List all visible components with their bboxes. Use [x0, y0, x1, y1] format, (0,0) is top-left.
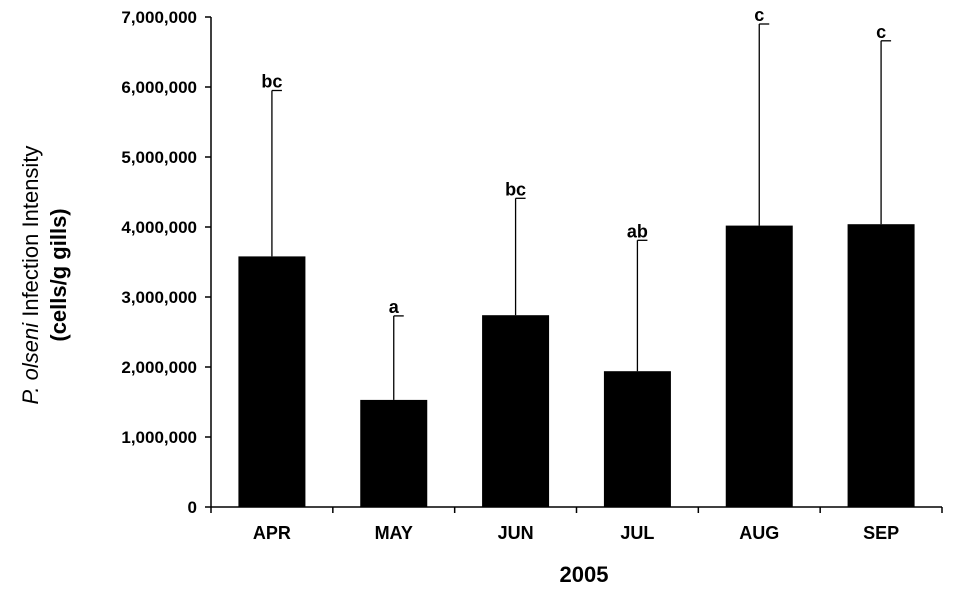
x-tick-label: MAY [375, 523, 413, 543]
y-tick-label: 4,000,000 [121, 218, 197, 237]
bar [603, 371, 671, 507]
significance-label: a [389, 297, 400, 317]
x-tick-label: AUG [739, 523, 779, 543]
x-tick-label: JUL [620, 523, 654, 543]
significance-label: c [754, 5, 764, 25]
y-axis-title-measure: Infection Intensity [18, 146, 43, 323]
x-tick-label: SEP [863, 523, 899, 543]
y-tick-label: 6,000,000 [121, 78, 197, 97]
bar [847, 224, 915, 507]
significance-label: bc [505, 179, 526, 199]
plot-area: 0 1,000,000 2,000,000 3,000,000 4,000,000 5,0… [121, 5, 943, 543]
bar [482, 315, 550, 507]
bar [725, 225, 793, 507]
y-tick-label: 2,000,000 [121, 358, 197, 377]
y-tick-label: 5,000,000 [121, 148, 197, 167]
x-tick-label: JUN [498, 523, 534, 543]
svg-text:P. olseni Infection Intensity: P. olseni Infection Intensity [18, 146, 43, 405]
y-axis-title: P. olseni Infection Intensity (cells/g g… [18, 146, 71, 405]
x-tick-label: APR [253, 523, 291, 543]
y-axis-title-species: P. olseni [18, 322, 43, 405]
y-tick-label: 3,000,000 [121, 288, 197, 307]
significance-label: c [876, 22, 886, 42]
y-tick-label: 7,000,000 [121, 8, 197, 27]
y-tick-label: 0 [188, 498, 197, 517]
x-axis-title: 2005 [560, 562, 609, 587]
y-tick-label: 1,000,000 [121, 428, 197, 447]
bar [360, 399, 428, 507]
y-axis-title-unit: (cells/g gills) [46, 208, 71, 341]
significance-label: bc [261, 72, 282, 92]
significance-label: ab [627, 221, 648, 241]
bar [238, 256, 306, 507]
